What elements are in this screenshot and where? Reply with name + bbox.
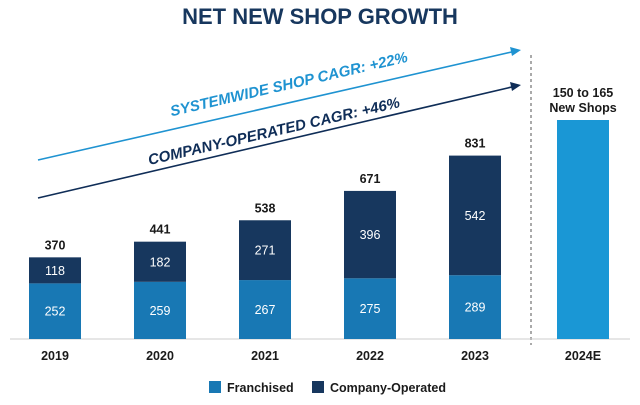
x-tick-2019: 2019 [41,349,69,363]
total-label-2023: 831 [465,137,486,151]
x-tick-2021: 2021 [251,349,279,363]
x-tick-2020: 2020 [146,349,174,363]
bar-company-operated-2019 [29,257,81,284]
chart-title: NET NEW SHOP GROWTH [182,4,458,29]
projection-bar-2024e [557,120,609,339]
projection-label-line1: 150 to 165 [553,86,614,100]
bar-franchised-2021 [239,280,291,339]
bar-franchised-2019 [29,283,81,339]
x-tick-2024e: 2024E [565,349,601,363]
projection-label-line2: New Shops [549,101,616,115]
bar-franchised-2020 [134,281,186,339]
legend-swatch-franchised [209,381,221,393]
value-label-company-operated-2019: 118 [45,264,65,278]
value-label-franchised-2020: 259 [150,304,171,318]
bar-franchised-2023 [449,275,501,339]
total-label-2021: 538 [255,201,276,215]
value-label-company-operated-2022: 396 [360,228,381,242]
legend-swatch-company-operated [312,381,324,393]
value-label-franchised-2019: 252 [45,305,66,319]
bar-company-operated-2022 [344,190,396,279]
total-label-2020: 441 [150,223,171,237]
x-tick-2022: 2022 [356,349,384,363]
x-tick-2023: 2023 [461,349,489,363]
company-operated-cagr-arrow [37,82,521,199]
bar-company-operated-2020 [134,241,186,282]
value-label-company-operated-2023: 542 [465,209,486,223]
total-label-2019: 370 [45,238,66,252]
value-label-company-operated-2021: 271 [255,244,276,258]
bars-group: 252 118 370 2019 259 182 441 2020 267 271 538 2021 2… [29,137,501,363]
bar-franchised-2022 [344,278,396,339]
legend-label-franchised: Franchised [227,381,294,395]
legend-label-company-operated: Company-Operated [330,381,446,395]
value-label-company-operated-2020: 182 [150,255,171,269]
systemwide-cagr-arrow [37,47,521,161]
bar-company-operated-2023 [449,155,501,276]
bar-company-operated-2021 [239,220,291,281]
value-label-franchised-2022: 275 [360,302,381,316]
value-label-franchised-2021: 267 [255,303,276,317]
total-label-2022: 671 [360,172,381,186]
value-label-franchised-2023: 289 [465,301,486,315]
